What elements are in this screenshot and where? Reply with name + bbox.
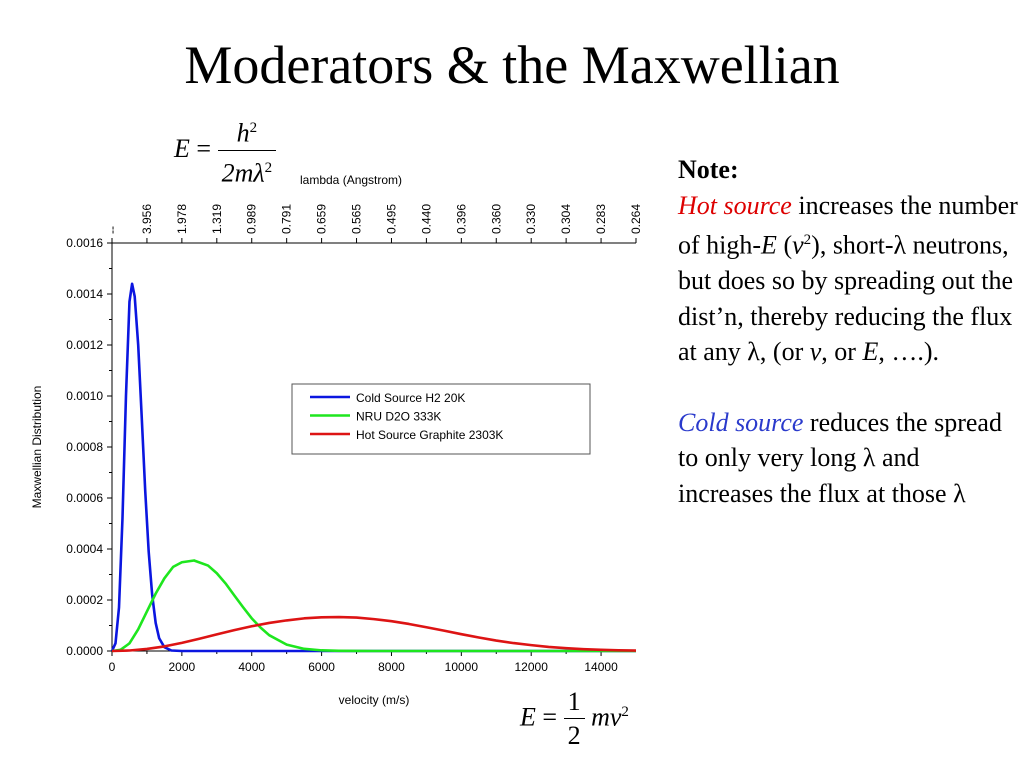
series-line-2 [111,559,636,653]
eq-bottom-tail-exp: 2 [621,703,629,720]
top-tick-label: 0.565 [350,204,364,234]
note-cold-text-1: reduces the spread to only very long λ a… [678,407,1002,508]
x-tick-label: 4000 [238,660,265,674]
legend-label-2: NRU D2O 333K [356,410,441,424]
top-axis-title: lambda (Angstrom) [300,173,402,187]
eq-bottom-equals: = [542,702,558,732]
note-panel: Note: Hot source increases the number of… [678,152,1018,511]
y-tick-label: 0.0004 [66,542,103,556]
top-tick-label: 0.264 [629,204,643,234]
top-tick-label: 1.319 [210,204,224,234]
y-tick-label: 0.0006 [66,491,103,505]
eq-bottom-fraction: 1 2 [563,686,585,753]
note-hot-E: E [761,230,777,260]
legend-box [291,383,591,455]
x-tick-label: 6000 [308,660,335,674]
x-axis-title: velocity (m/s) [339,693,410,707]
x-tick-label: 2000 [169,660,196,674]
series-line-3 [111,615,637,653]
legend-label-1: Cold Source H2 20K [356,391,465,405]
eq-bottom-tail: mv [591,702,622,732]
note-hot-v-exp: 2 [803,232,812,248]
note-hot-text-1: increases the number of high- [678,190,1018,260]
note-paragraph-cold: Cold source reduces the spread to only v… [678,405,1018,512]
top-tick-label: 0.440 [419,204,433,234]
note-hot-v2: v [809,337,822,367]
eq-top-den: 2mλ [221,158,265,188]
note-spacer [678,370,1018,405]
x-tick-label: 10000 [445,660,479,674]
note-paragraph-hot: Hot source increases the number of high-… [678,188,1018,370]
x-tick-label: 12000 [515,660,549,674]
top-tick-label: 0.304 [559,204,573,234]
eq-bottom-num: 1 [563,686,585,719]
slide-title: Moderators & the Maxwellian [184,35,840,95]
eq-bottom-lhs: E [520,702,536,732]
note-hot-text-2: ( [776,230,793,260]
top-tick-label: 0.360 [489,204,503,234]
y-tick-label: 0.0000 [66,644,103,658]
eq-bottom-den: 2 [567,721,581,750]
top-tick-label: 0.396 [454,204,468,234]
note-hot-text-4: , or [821,337,863,367]
note-hot-v: v [792,230,804,260]
y-tick-label: 0.0016 [66,236,103,250]
top-tick-label: 0.330 [524,204,538,234]
top-tick-label: 0.495 [384,204,398,234]
equation-kinetic: E = 1 2 mv2 [520,686,629,753]
top-tick-label: 0.283 [594,204,608,234]
eq-top-equals: = [196,134,212,164]
eq-top-num-exp: 2 [249,120,258,136]
eq-top-den-exp: 2 [264,159,273,176]
note-hot-text-5: , ….). [878,337,940,367]
x-tick-label: 8000 [378,660,405,674]
y-tick-label: 0.0002 [66,593,103,607]
cold-source-label: Cold source [678,407,804,437]
eq-top-lhs: E [174,134,190,164]
eq-top-fraction: h2 2mλ2 [217,112,277,190]
y-tick-label: 0.0010 [66,389,103,403]
equation-wavelength: E = h2 2mλ2 [174,112,277,190]
hot-source-label: Hot source [678,190,792,220]
x-tick-label: 0 [109,660,116,674]
note-hot-E2: E [862,337,879,367]
eq-top-num: h [236,118,250,148]
note-hot-text-3: ), short-λ neutrons, but does so by spre… [678,230,1014,367]
top-tick-label: 3.956 [140,204,154,234]
y-axis-title: Maxwellian Distribution [30,386,44,509]
top-tick-label: 0.659 [315,204,329,234]
legend-label-3: Hot Source Graphite 2303K [356,428,503,442]
y-tick-label: 0.0008 [66,440,103,454]
top-tick-label: 0.791 [280,204,294,234]
note-heading: Note: [678,155,739,184]
top-tick-label: -- [105,226,119,234]
y-tick-label: 0.0012 [66,338,103,352]
series-line-1 [110,282,636,653]
top-tick-label: 0.989 [245,204,259,234]
x-tick-label: 14000 [584,660,618,674]
y-tick-label: 0.0014 [66,287,103,301]
top-tick-label: 1.978 [175,204,189,234]
